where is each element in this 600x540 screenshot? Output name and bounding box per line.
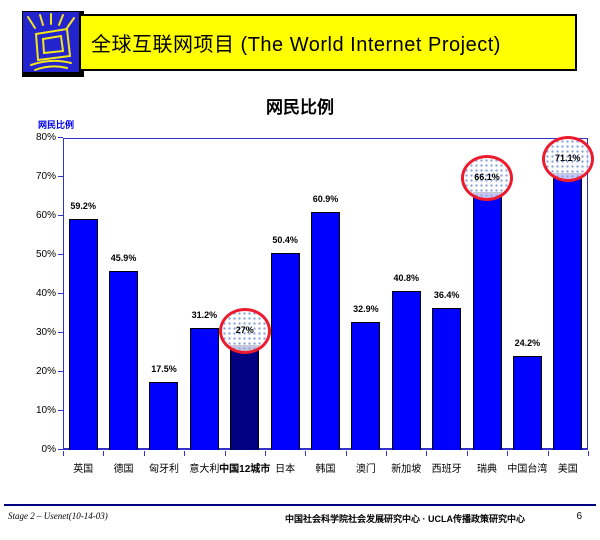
x-axis-label: 德国 xyxy=(113,464,134,475)
y-axis-tick-mark xyxy=(58,137,63,138)
bar-value-label: 40.8% xyxy=(393,272,420,283)
y-axis-tick-mark xyxy=(58,293,63,294)
x-axis-label: 日本 xyxy=(275,464,296,475)
bar xyxy=(472,192,502,450)
bar-value-label: 45.9% xyxy=(110,252,137,263)
x-axis-tick-mark xyxy=(305,451,307,456)
bar-value-label: 31.2% xyxy=(191,310,218,321)
highlight-circle xyxy=(461,155,514,202)
y-axis-tick-mark xyxy=(58,215,63,216)
bar-value-label: 32.9% xyxy=(353,303,379,314)
bar xyxy=(391,290,421,450)
bar-value-label: 36.4% xyxy=(433,290,460,301)
x-axis-tick-mark xyxy=(507,451,509,456)
x-axis-label: 匈牙利 xyxy=(148,464,179,475)
y-axis-tick-mark xyxy=(58,176,63,177)
x-axis-tick-mark xyxy=(547,451,549,456)
x-axis-tick-mark xyxy=(466,451,468,456)
y-axis-tick-mark xyxy=(58,254,63,255)
footer-stage-label: Stage 2 – Usenet(10-14-03) xyxy=(8,511,108,521)
page-title: 网民比例 xyxy=(266,98,334,117)
bar xyxy=(230,344,260,450)
bar xyxy=(553,172,583,450)
y-axis-tick-label: 80% xyxy=(35,132,56,143)
x-axis-label: 英国 xyxy=(73,464,94,475)
x-axis-tick-mark xyxy=(143,451,145,456)
y-axis-tick-label: 70% xyxy=(35,171,56,182)
x-axis-label: 中国台湾 xyxy=(507,464,548,475)
bar xyxy=(351,321,381,450)
bar xyxy=(311,212,340,450)
y-axis-tick-label: 20% xyxy=(35,366,56,377)
x-axis-label: 意大利 xyxy=(189,464,220,475)
bar xyxy=(109,270,139,450)
x-axis-tick-mark xyxy=(426,451,428,456)
y-axis-tick-label: 0% xyxy=(41,444,56,455)
y-axis-tick-mark xyxy=(58,449,63,450)
header-title: 全球互联网项目 (The World Internet Project) xyxy=(91,34,501,56)
y-axis-tick-label: 50% xyxy=(35,249,56,260)
x-axis-label: 中国12城市 xyxy=(219,464,271,475)
bar-value-label: 59.2% xyxy=(70,201,96,212)
bar xyxy=(149,381,179,450)
x-axis-tick-mark xyxy=(264,451,266,456)
bar xyxy=(512,355,542,450)
y-axis-tick-mark xyxy=(58,410,63,411)
x-axis-tick-mark xyxy=(386,451,388,456)
x-axis-tick-mark xyxy=(103,451,105,456)
x-axis-tick-mark xyxy=(63,451,64,456)
x-axis-label: 美国 xyxy=(557,464,578,475)
y-axis-title: 网民比例 xyxy=(38,120,75,130)
x-axis-label: 西班牙 xyxy=(431,464,462,475)
bar-value-label: 66.1% xyxy=(474,172,500,183)
y-axis-tick-label: 10% xyxy=(35,405,56,416)
logo xyxy=(22,11,84,77)
bar xyxy=(432,308,462,450)
page-number: 6 xyxy=(576,511,582,522)
bar xyxy=(68,219,98,450)
x-axis-tick-mark xyxy=(588,451,589,456)
bar-value-label: 60.9% xyxy=(312,194,339,205)
bar-value-label: 27% xyxy=(235,324,254,335)
x-axis-tick-mark xyxy=(345,451,347,456)
highlight-circle xyxy=(218,307,271,354)
y-axis-tick-label: 60% xyxy=(35,210,56,221)
x-axis-tick-mark xyxy=(224,451,226,456)
bar-value-label: 50.4% xyxy=(272,235,298,246)
bar xyxy=(270,253,300,450)
header-banner: 全球互联网项目 (The World Internet Project) xyxy=(79,14,577,71)
shining-monitor-icon xyxy=(27,13,75,71)
y-axis-tick-mark xyxy=(58,332,63,333)
x-axis-label: 韩国 xyxy=(315,464,336,475)
x-axis-label: 新加坡 xyxy=(391,464,422,475)
bar xyxy=(189,328,219,450)
footer-org-label: 中国社会科学院社会发展研究中心 · UCLA传播政策研究中心 xyxy=(285,514,525,524)
x-axis-label: 澳门 xyxy=(355,464,376,475)
bar-value-label: 17.5% xyxy=(151,363,177,374)
y-axis-tick-label: 30% xyxy=(35,327,56,338)
footer-divider xyxy=(4,504,596,506)
x-axis-tick-mark xyxy=(184,451,186,456)
x-axis-label: 瑞典 xyxy=(477,464,498,475)
bar-value-label: 71.1% xyxy=(555,152,581,163)
bar-value-label: 24.2% xyxy=(514,337,541,348)
y-axis-tick-mark xyxy=(58,371,63,372)
y-axis-tick-label: 40% xyxy=(35,288,56,299)
highlight-circle xyxy=(541,135,594,182)
